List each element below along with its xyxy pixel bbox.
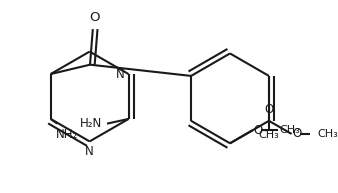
Text: CH₃: CH₃ xyxy=(279,125,300,135)
Text: O: O xyxy=(264,103,273,116)
Text: O: O xyxy=(292,127,302,141)
Text: NH₂: NH₂ xyxy=(55,128,78,141)
Text: N: N xyxy=(116,68,125,80)
Text: O: O xyxy=(90,11,100,25)
Text: CH₃: CH₃ xyxy=(318,129,338,139)
Text: H₂N: H₂N xyxy=(80,117,102,130)
Text: N: N xyxy=(85,145,94,158)
Text: O: O xyxy=(254,124,263,137)
Text: CH₃: CH₃ xyxy=(259,130,279,140)
